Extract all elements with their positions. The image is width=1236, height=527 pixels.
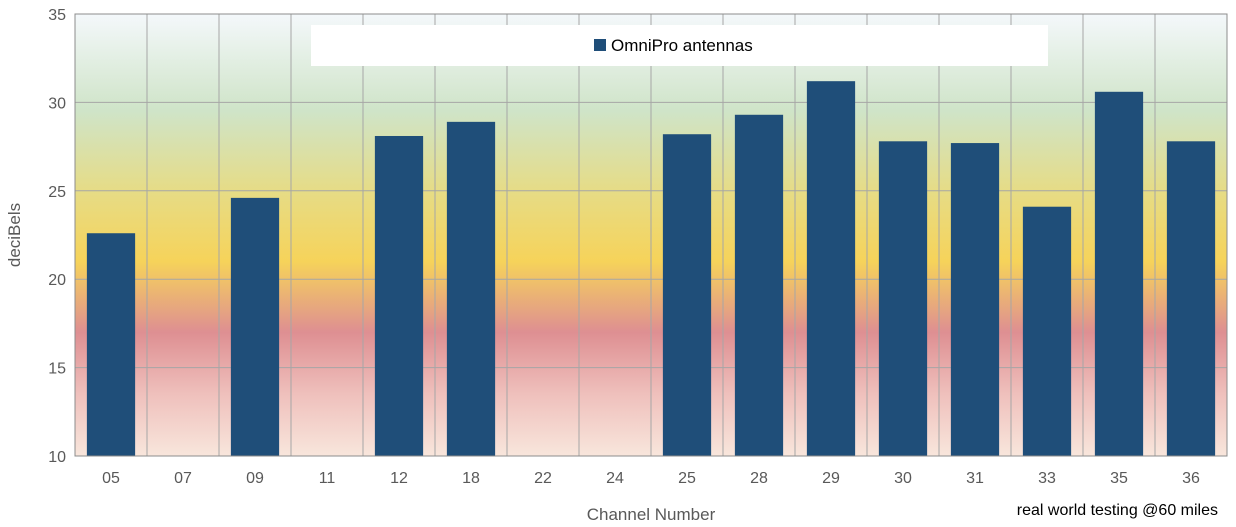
bar-05	[86, 233, 136, 456]
x-axis-title: Channel Number	[587, 505, 716, 524]
x-tick-label: 12	[390, 470, 408, 487]
y-tick-label: 15	[48, 361, 66, 378]
x-tick-label: 18	[462, 470, 480, 487]
bar-25	[662, 134, 712, 456]
plot-border	[74, 13, 1228, 457]
legend-box	[311, 25, 1048, 66]
x-tick-label: 07	[174, 470, 192, 487]
bar-12	[374, 135, 424, 456]
x-tick-label: 29	[822, 470, 840, 487]
x-tick-label: 30	[894, 470, 912, 487]
x-tick-labels: 05 07 09 11 12 18 22 24 25 28 29 30 31 33 35 36	[102, 470, 1200, 487]
bar-30	[878, 141, 928, 456]
y-tick-label: 30	[48, 95, 66, 112]
x-tick-label: 09	[246, 470, 264, 487]
bars	[86, 81, 1216, 457]
x-tick-label: 36	[1182, 470, 1200, 487]
x-tick-label: 35	[1110, 470, 1128, 487]
y-tick-label: 35	[48, 7, 66, 24]
bar-35	[1094, 91, 1144, 457]
y-tick-label: 10	[48, 449, 66, 466]
y-tick-label: 20	[48, 272, 66, 289]
bar-09	[230, 197, 280, 456]
bar-28	[734, 114, 784, 456]
x-tick-label: 33	[1038, 470, 1056, 487]
x-tick-label: 22	[534, 470, 552, 487]
legend: OmniPro antennas	[311, 25, 1048, 66]
x-tick-label: 24	[606, 470, 624, 487]
y-tick-label: 25	[48, 184, 66, 201]
annotation-note: real world testing @60 miles	[1017, 502, 1218, 519]
x-tick-label: 25	[678, 470, 696, 487]
y-tick-labels: 10 15 20 25 30 35	[48, 7, 66, 466]
y-axis-title: deciBels	[5, 203, 24, 267]
x-tick-label: 31	[966, 470, 984, 487]
x-tick-label: 11	[319, 470, 336, 487]
legend-swatch	[594, 39, 606, 51]
bar-31	[950, 143, 1000, 456]
legend-label: OmniPro antennas	[611, 36, 753, 55]
bar-36	[1166, 141, 1216, 456]
x-tick-label: 05	[102, 470, 120, 487]
bar-33	[1022, 206, 1072, 456]
x-tick-label: 28	[750, 470, 768, 487]
bar-29	[806, 81, 856, 457]
bar-18	[446, 121, 496, 457]
